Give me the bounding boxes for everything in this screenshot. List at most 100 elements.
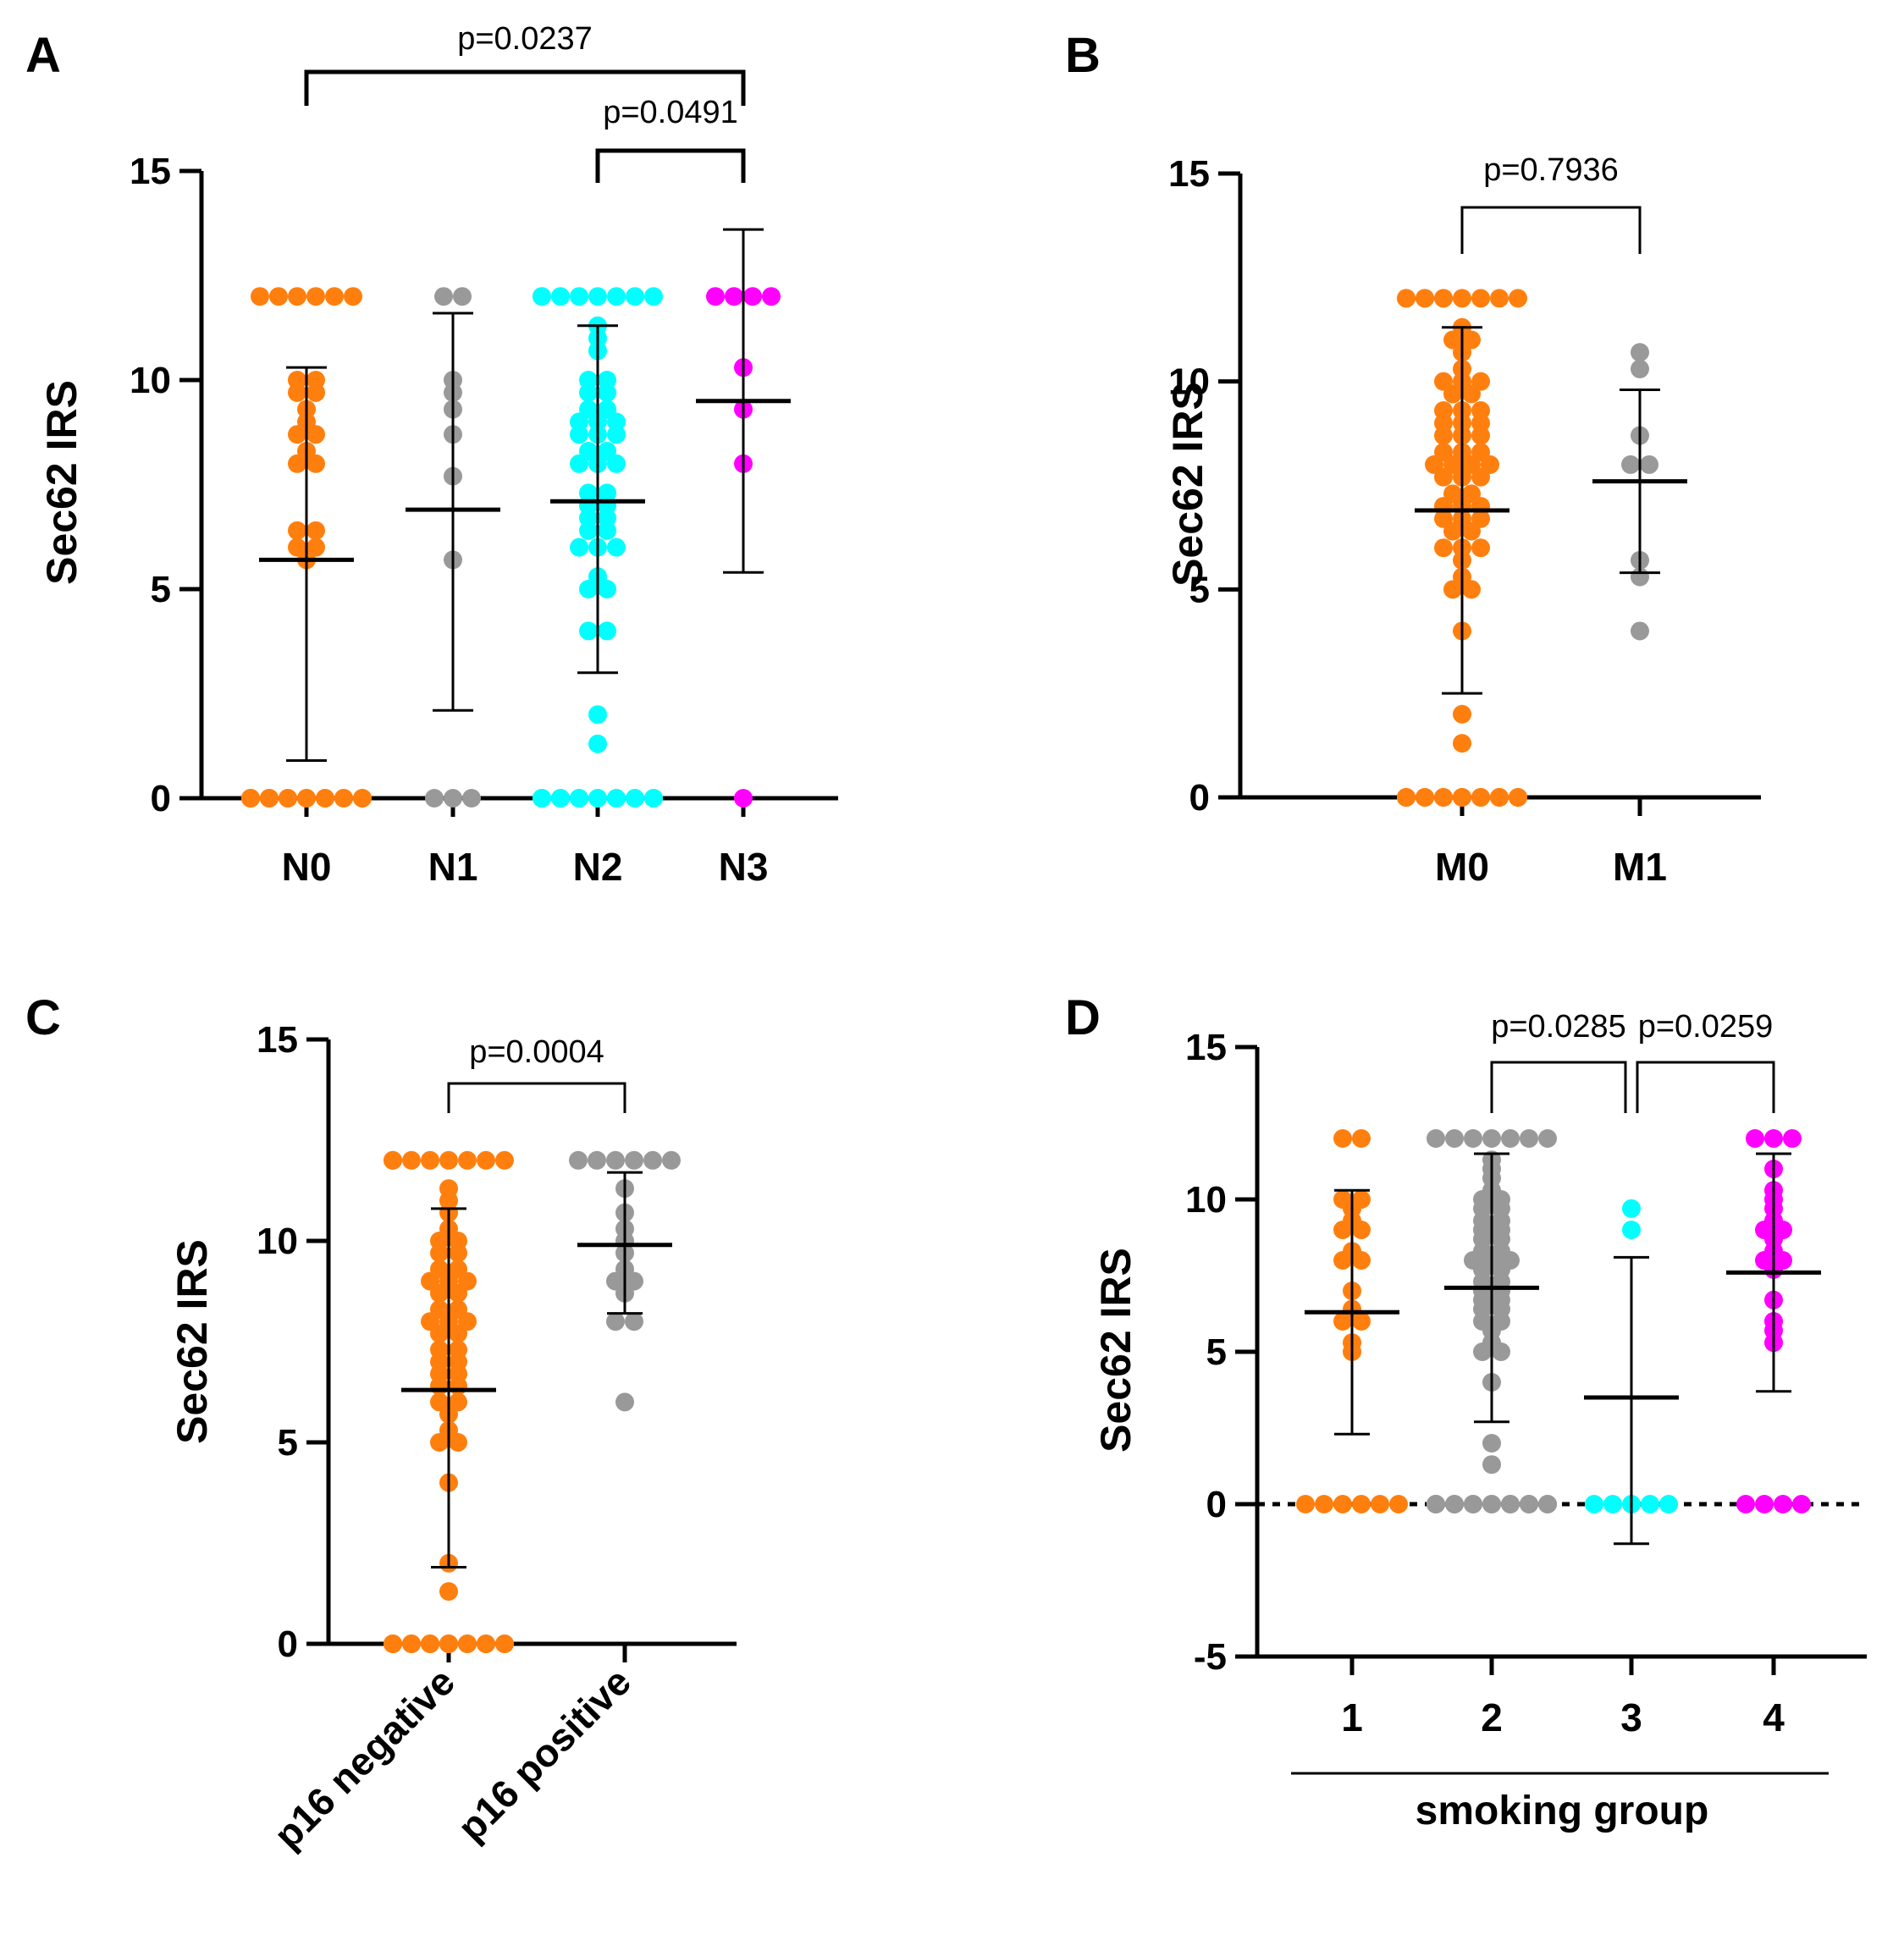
data-point (598, 441, 616, 460)
p-value-label: p=0.0004 (469, 1034, 604, 1070)
y-tick-label: 0 (1206, 1484, 1227, 1525)
x-category-label: p16 positive (449, 1659, 639, 1850)
data-point (279, 789, 297, 808)
data-point (495, 1150, 514, 1170)
data-point (1453, 704, 1471, 724)
data-point (1640, 455, 1658, 474)
data-point (1464, 1129, 1482, 1148)
data-point (569, 1150, 588, 1170)
x-category-label: 2 (1481, 1695, 1503, 1739)
data-point (241, 789, 260, 808)
data-point (316, 789, 334, 808)
data-point (725, 287, 743, 306)
data-point (598, 621, 616, 641)
data-point (1501, 1495, 1520, 1513)
data-point (430, 1260, 449, 1279)
data-point (1585, 1495, 1603, 1513)
data-point (1471, 289, 1490, 308)
data-point (353, 789, 372, 808)
data-point (1538, 1129, 1557, 1148)
y-tick-label: 5 (1189, 569, 1210, 610)
data-point (706, 287, 725, 306)
significance-bracket (1636, 1061, 1775, 1113)
data-point (607, 538, 626, 557)
data-point (421, 1635, 439, 1653)
data-point (1434, 289, 1453, 308)
data-point (1416, 788, 1434, 807)
data-point (1453, 734, 1471, 753)
data-point (1736, 1495, 1755, 1513)
y-axis-title: Sec62 IRS (1092, 1248, 1140, 1453)
y-tick-label: 5 (1206, 1331, 1227, 1373)
data-point (626, 287, 644, 306)
data-point (1490, 289, 1509, 308)
significance-bracket (1490, 1061, 1627, 1113)
data-point (743, 287, 762, 306)
data-point (1296, 1495, 1315, 1513)
data-point (434, 287, 453, 306)
data-point (477, 1150, 495, 1170)
data-point (449, 1340, 467, 1359)
data-point (598, 371, 616, 389)
data-point (570, 538, 588, 557)
data-point (306, 287, 325, 306)
data-point (579, 621, 598, 641)
data-point (453, 287, 472, 306)
p-value-label: p=0.0285 (1491, 1009, 1626, 1045)
data-point (449, 1299, 467, 1319)
data-point (306, 538, 325, 557)
data-point (1622, 1199, 1641, 1218)
y-tick-label: 0 (278, 1624, 298, 1665)
data-point (1774, 1495, 1792, 1513)
x-category-label: N0 (282, 845, 332, 889)
significance-bracket (304, 69, 746, 106)
y-axis-title: Sec62 IRS (168, 1239, 216, 1444)
data-point (1315, 1495, 1333, 1513)
data-point (1471, 401, 1490, 421)
significance-bracket (447, 1082, 626, 1113)
panel-label-c: C (25, 990, 61, 1045)
data-point (598, 483, 616, 503)
p-value-label: p=0.0259 (1638, 1009, 1774, 1045)
data-point (1490, 788, 1509, 807)
y-tick-label: 10 (257, 1221, 298, 1262)
panel-label-d: D (1065, 990, 1101, 1045)
data-point (439, 1635, 458, 1653)
data-point (1352, 1129, 1371, 1148)
data-point (1631, 343, 1649, 362)
data-point (1427, 1495, 1445, 1513)
data-point (1482, 1455, 1501, 1475)
data-point (579, 400, 598, 419)
data-point (458, 1635, 477, 1653)
data-point (533, 287, 551, 306)
data-point (1482, 1495, 1501, 1513)
data-point (430, 1299, 449, 1319)
x-category-label: 3 (1620, 1695, 1642, 1739)
y-tick-label: 0 (151, 778, 171, 819)
data-point (1783, 1129, 1802, 1148)
panel-label-b: B (1065, 28, 1101, 83)
data-point (495, 1635, 514, 1653)
data-point (1445, 1495, 1464, 1513)
data-point (533, 789, 551, 808)
data-point (644, 789, 663, 808)
data-point (439, 1179, 458, 1199)
data-point (334, 789, 353, 808)
data-point (606, 1312, 625, 1331)
data-point (1520, 1129, 1538, 1148)
data-point (1509, 289, 1527, 308)
data-point (402, 1150, 421, 1170)
x-axis-title: smoking group (1416, 1789, 1709, 1833)
data-point (1520, 1495, 1538, 1513)
data-point (625, 1150, 643, 1170)
y-axis-title: Sec62 IRS (1164, 382, 1211, 587)
y-tick-label: 10 (1168, 361, 1210, 403)
data-point (1659, 1495, 1678, 1513)
data-point (1462, 484, 1481, 504)
data-point (1453, 289, 1471, 308)
data-point (1434, 401, 1453, 421)
x-category-label: 1 (1341, 1695, 1363, 1739)
y-tick-label: 15 (1168, 153, 1210, 195)
data-point (430, 1392, 449, 1412)
data-point (588, 705, 607, 725)
